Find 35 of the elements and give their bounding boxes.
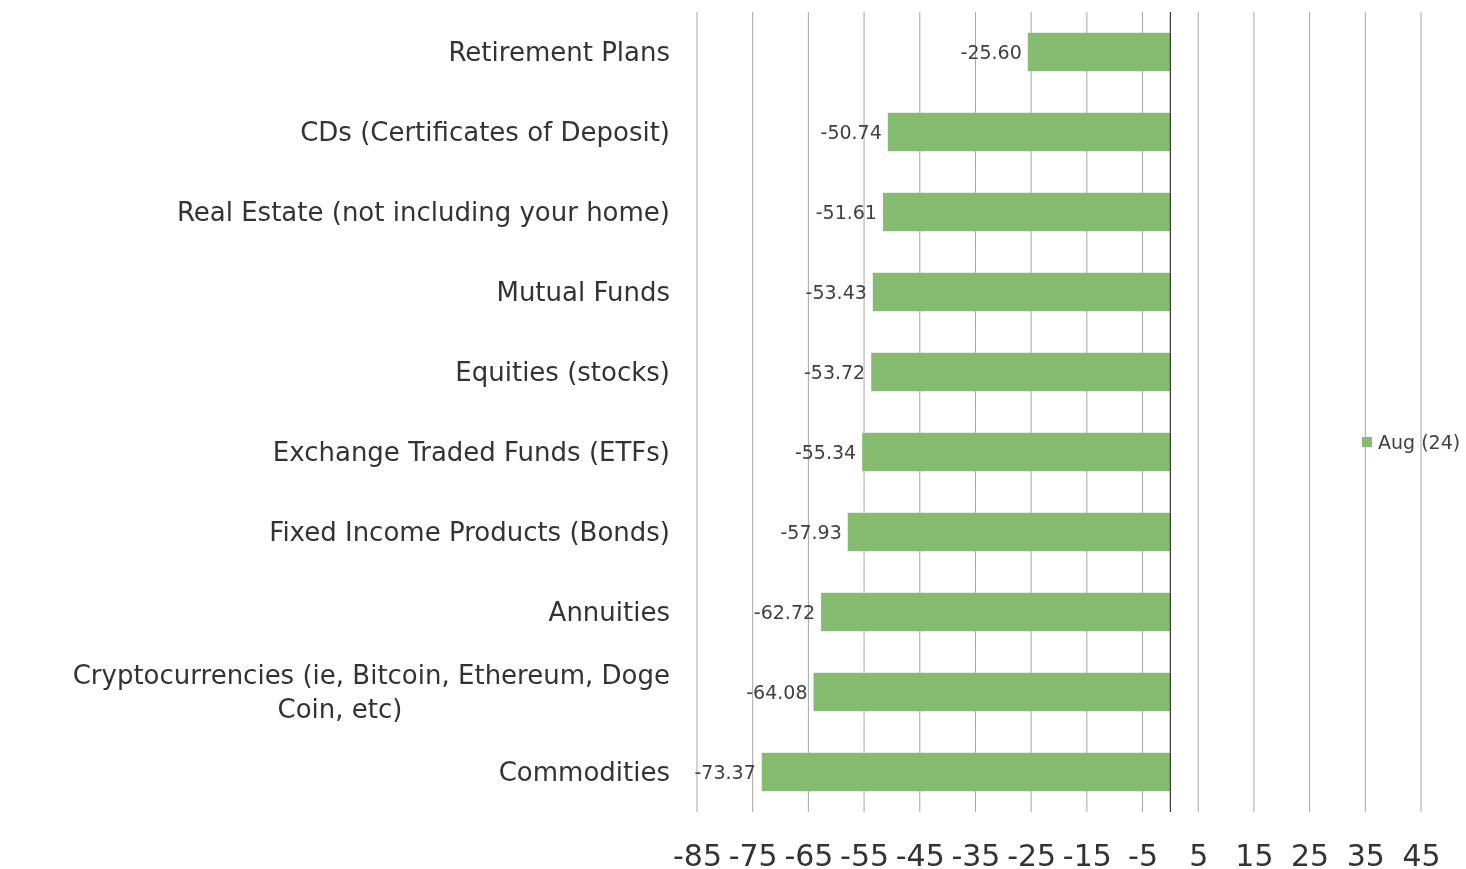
x-tick-label: 35: [1346, 838, 1385, 869]
data-label: -57.93: [780, 520, 842, 543]
x-tick-label: 15: [1235, 838, 1274, 869]
x-tick-label: -75: [728, 838, 778, 869]
x-tick-label: -35: [951, 838, 1001, 869]
y-tick-label: Exchange Traded Funds (ETFs): [272, 437, 670, 468]
y-tick-label: Cryptocurrencies (ie, Bitcoin, Ethereum, Doge Coin, etc): [72, 660, 670, 725]
data-label: -53.72: [803, 360, 866, 383]
y-tick-label: Retirement Plans: [448, 37, 670, 68]
x-tick-label: -65: [784, 838, 834, 869]
y-tick-label: Real Estate (not including your home): [176, 197, 670, 228]
x-tick-label: -55: [840, 838, 890, 869]
x-tick-label: 5: [1189, 838, 1209, 869]
y-tick-label: Fixed Income Products (Bonds): [269, 517, 670, 548]
y-tick-label: Equities (stocks): [455, 357, 670, 388]
x-tick-label: -5: [1128, 838, 1158, 869]
data-label: -50.74: [820, 120, 882, 143]
data-label: -62.72: [753, 600, 816, 623]
data-label: -64.08: [746, 680, 808, 703]
data-label: -73.37: [694, 760, 756, 783]
data-label: -51.61: [815, 200, 877, 223]
data-label: -55.34: [794, 440, 857, 463]
x-tick-label: -45: [895, 838, 945, 869]
data-label: -53.43: [805, 280, 867, 303]
y-tick-label: Commodities: [498, 757, 670, 788]
x-tick-label: 25: [1291, 838, 1330, 869]
y-tick-label: Mutual Funds: [496, 277, 670, 308]
y-tick-label: CDs (Certificates of Deposit): [300, 117, 670, 148]
x-tick-label: 45: [1402, 838, 1441, 869]
x-tick-label: -85: [673, 838, 722, 869]
legend-label: Aug (24): [1378, 430, 1461, 453]
y-tick-label: Annuities: [548, 597, 670, 628]
data-label: -25.60: [960, 40, 1022, 63]
x-tick-label: -15: [1062, 838, 1112, 869]
x-tick-label: -25: [1007, 838, 1057, 869]
